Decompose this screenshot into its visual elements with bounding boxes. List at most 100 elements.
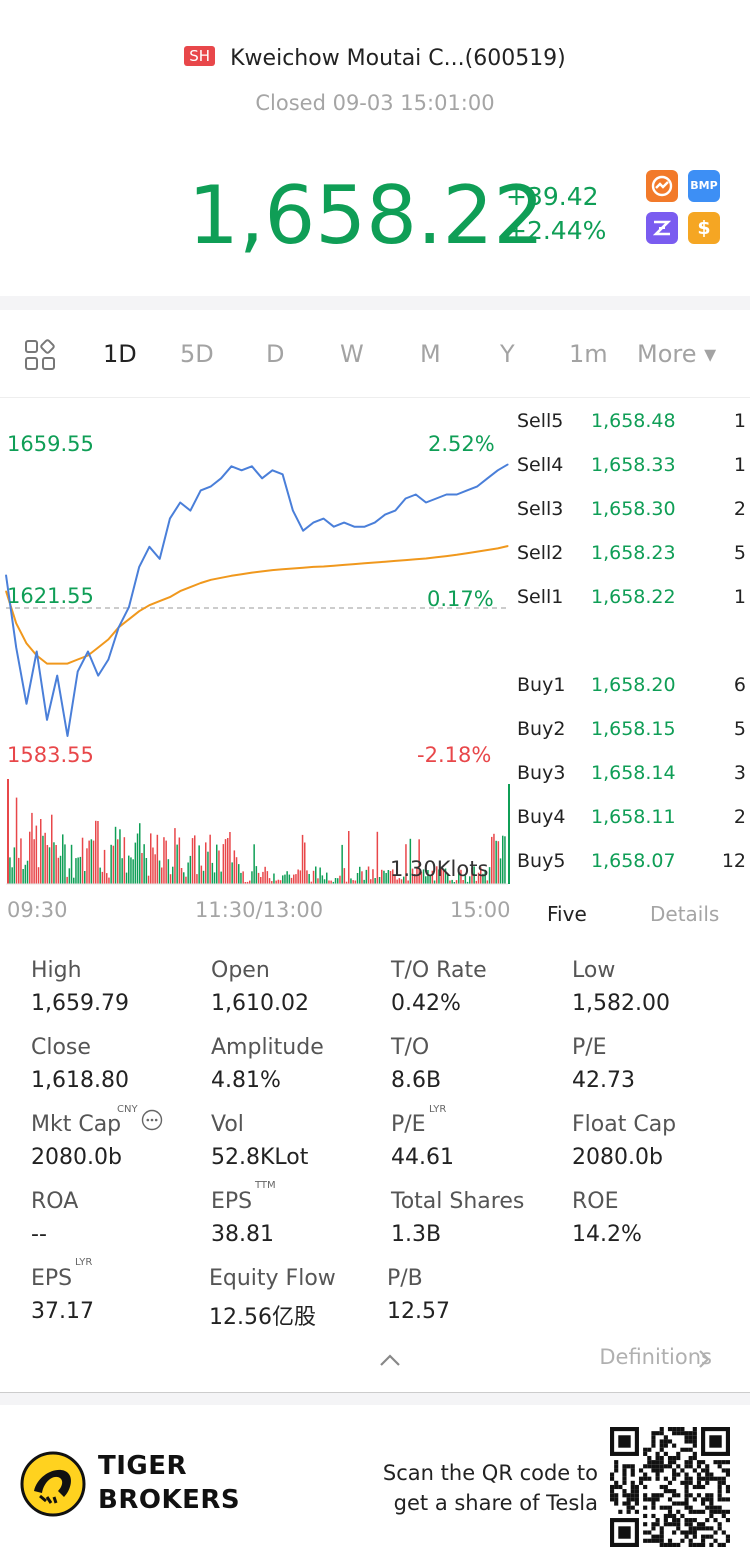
sell-price: 1,658.23: [591, 542, 676, 564]
tab-w[interactable]: W: [340, 340, 364, 368]
volume-bar: [158, 860, 161, 884]
price-line-point: [210, 485, 212, 487]
stat-eps-ttm: EPS 38.81: [211, 1189, 274, 1247]
sell-level-label: Sell3: [517, 498, 564, 520]
avg-price-line-point: [241, 573, 243, 575]
volume-bar: [286, 871, 288, 884]
tab-5d[interactable]: 5D: [180, 340, 214, 368]
tab-m[interactable]: M: [420, 340, 441, 368]
volume-bar: [381, 869, 383, 884]
volume-bar: [154, 854, 156, 884]
volume-bar: [150, 833, 152, 884]
volume-bar: [114, 826, 117, 884]
buy-price: 1,658.20: [591, 674, 676, 696]
avg-price-line-point: [148, 604, 150, 606]
section-divider: [0, 296, 750, 310]
tab-1d[interactable]: 1D: [103, 340, 137, 368]
stat-pb: P/B 12.57: [387, 1266, 450, 1324]
volume-bar: [310, 881, 313, 884]
volume-bar: [464, 875, 467, 884]
volume-bar: [224, 839, 227, 884]
volume-bar: [143, 844, 145, 884]
price-line-point: [251, 465, 253, 467]
buy-price: 1,658.07: [591, 850, 676, 872]
tab-more[interactable]: More ▾: [637, 340, 717, 368]
definitions-link[interactable]: Definitions: [599, 1345, 712, 1369]
dollar-icon[interactable]: $: [688, 212, 720, 244]
volume-bar: [70, 844, 73, 884]
tab-details[interactable]: Details: [650, 902, 720, 926]
volume-bar: [297, 869, 299, 884]
more-info-icon[interactable]: [141, 1109, 163, 1131]
volume-bar: [174, 828, 176, 884]
tab-y[interactable]: Y: [500, 340, 515, 368]
price-line-point: [77, 671, 79, 673]
avg-price-line-point: [292, 567, 294, 570]
sell-qty: 1: [733, 410, 746, 432]
stat-label: Total Shares: [391, 1189, 525, 1214]
avg-price-line-point: [66, 663, 69, 665]
volume-bar: [119, 829, 121, 884]
volume-bar: [442, 869, 445, 884]
x-tick-close: 15:00: [450, 898, 511, 922]
stat-label: Amplitude: [211, 1035, 324, 1060]
volume-bar: [165, 840, 167, 884]
bmp-icon[interactable]: BMP: [688, 170, 720, 202]
stat-value: 38.81: [211, 1222, 274, 1247]
avg-price-line-point: [476, 551, 478, 553]
volume-bar: [486, 880, 489, 884]
volume-bar: [471, 868, 473, 884]
avg-price-line-point: [25, 642, 28, 644]
volume-bar: [484, 869, 486, 884]
price-line-point: [445, 493, 448, 496]
avg-price-line-point: [384, 561, 386, 563]
stat-value: 14.2%: [572, 1222, 642, 1247]
sell-price: 1,658.48: [591, 410, 676, 432]
chart-canvas: [5, 463, 510, 885]
buy-price: 1,658.11: [591, 806, 676, 828]
volume-bar: [328, 880, 330, 884]
volume-bar: [231, 862, 233, 884]
volume-bar: [497, 841, 500, 884]
chevron-up-icon[interactable]: [378, 1350, 402, 1370]
stat-label: High: [31, 958, 82, 983]
volume-bar: [185, 876, 187, 884]
price-line-point: [189, 510, 191, 512]
tiger-logo-icon: [20, 1451, 86, 1517]
price-line-point: [118, 626, 120, 628]
lyr-superscript: LYR: [75, 1257, 93, 1268]
volume-bar: [205, 842, 207, 884]
stock-name[interactable]: Kweichow Moutai C...(600519): [230, 46, 566, 71]
pct-label-bottom: -2.18%: [417, 743, 492, 767]
tab-1m[interactable]: 1m: [569, 340, 608, 368]
qr-code-image[interactable]: [610, 1427, 730, 1547]
volume-bar: [407, 880, 409, 884]
volume-label: 1.30Klots: [390, 857, 489, 881]
avg-price-line-point: [466, 552, 468, 554]
intraday-chart[interactable]: 1659.55 1621.55 1583.55 2.52% 0.17% -2.1…: [0, 398, 515, 938]
tab-five[interactable]: Five: [547, 902, 587, 926]
stat-equity-flow: Equity Flow 12.56亿股: [209, 1266, 336, 1331]
layout-grid-icon[interactable]: [24, 339, 56, 371]
volume-bar: [216, 844, 218, 884]
volume-bar: [229, 832, 231, 884]
price-line-point: [394, 510, 396, 512]
volume-bar: [169, 874, 172, 884]
zz-icon[interactable]: [646, 212, 678, 244]
avg-price-line-point: [128, 618, 130, 620]
volume-bar: [493, 833, 495, 884]
volume-bar: [211, 862, 214, 884]
chevron-right-icon[interactable]: [696, 1349, 712, 1369]
volume-bar: [37, 867, 40, 884]
volume-bar: [359, 866, 361, 884]
price-line-point: [128, 606, 130, 608]
footer-band: [0, 1393, 750, 1405]
buy-price: 1,658.14: [591, 762, 676, 784]
avg-price-line-point: [302, 567, 304, 569]
tab-d[interactable]: D: [266, 340, 285, 368]
volume-bar: [136, 833, 139, 884]
price-line-point: [323, 518, 325, 520]
avg-price-line-point: [5, 590, 7, 592]
last-price: 1,658.22: [188, 169, 545, 262]
trade-icon[interactable]: [646, 170, 678, 202]
